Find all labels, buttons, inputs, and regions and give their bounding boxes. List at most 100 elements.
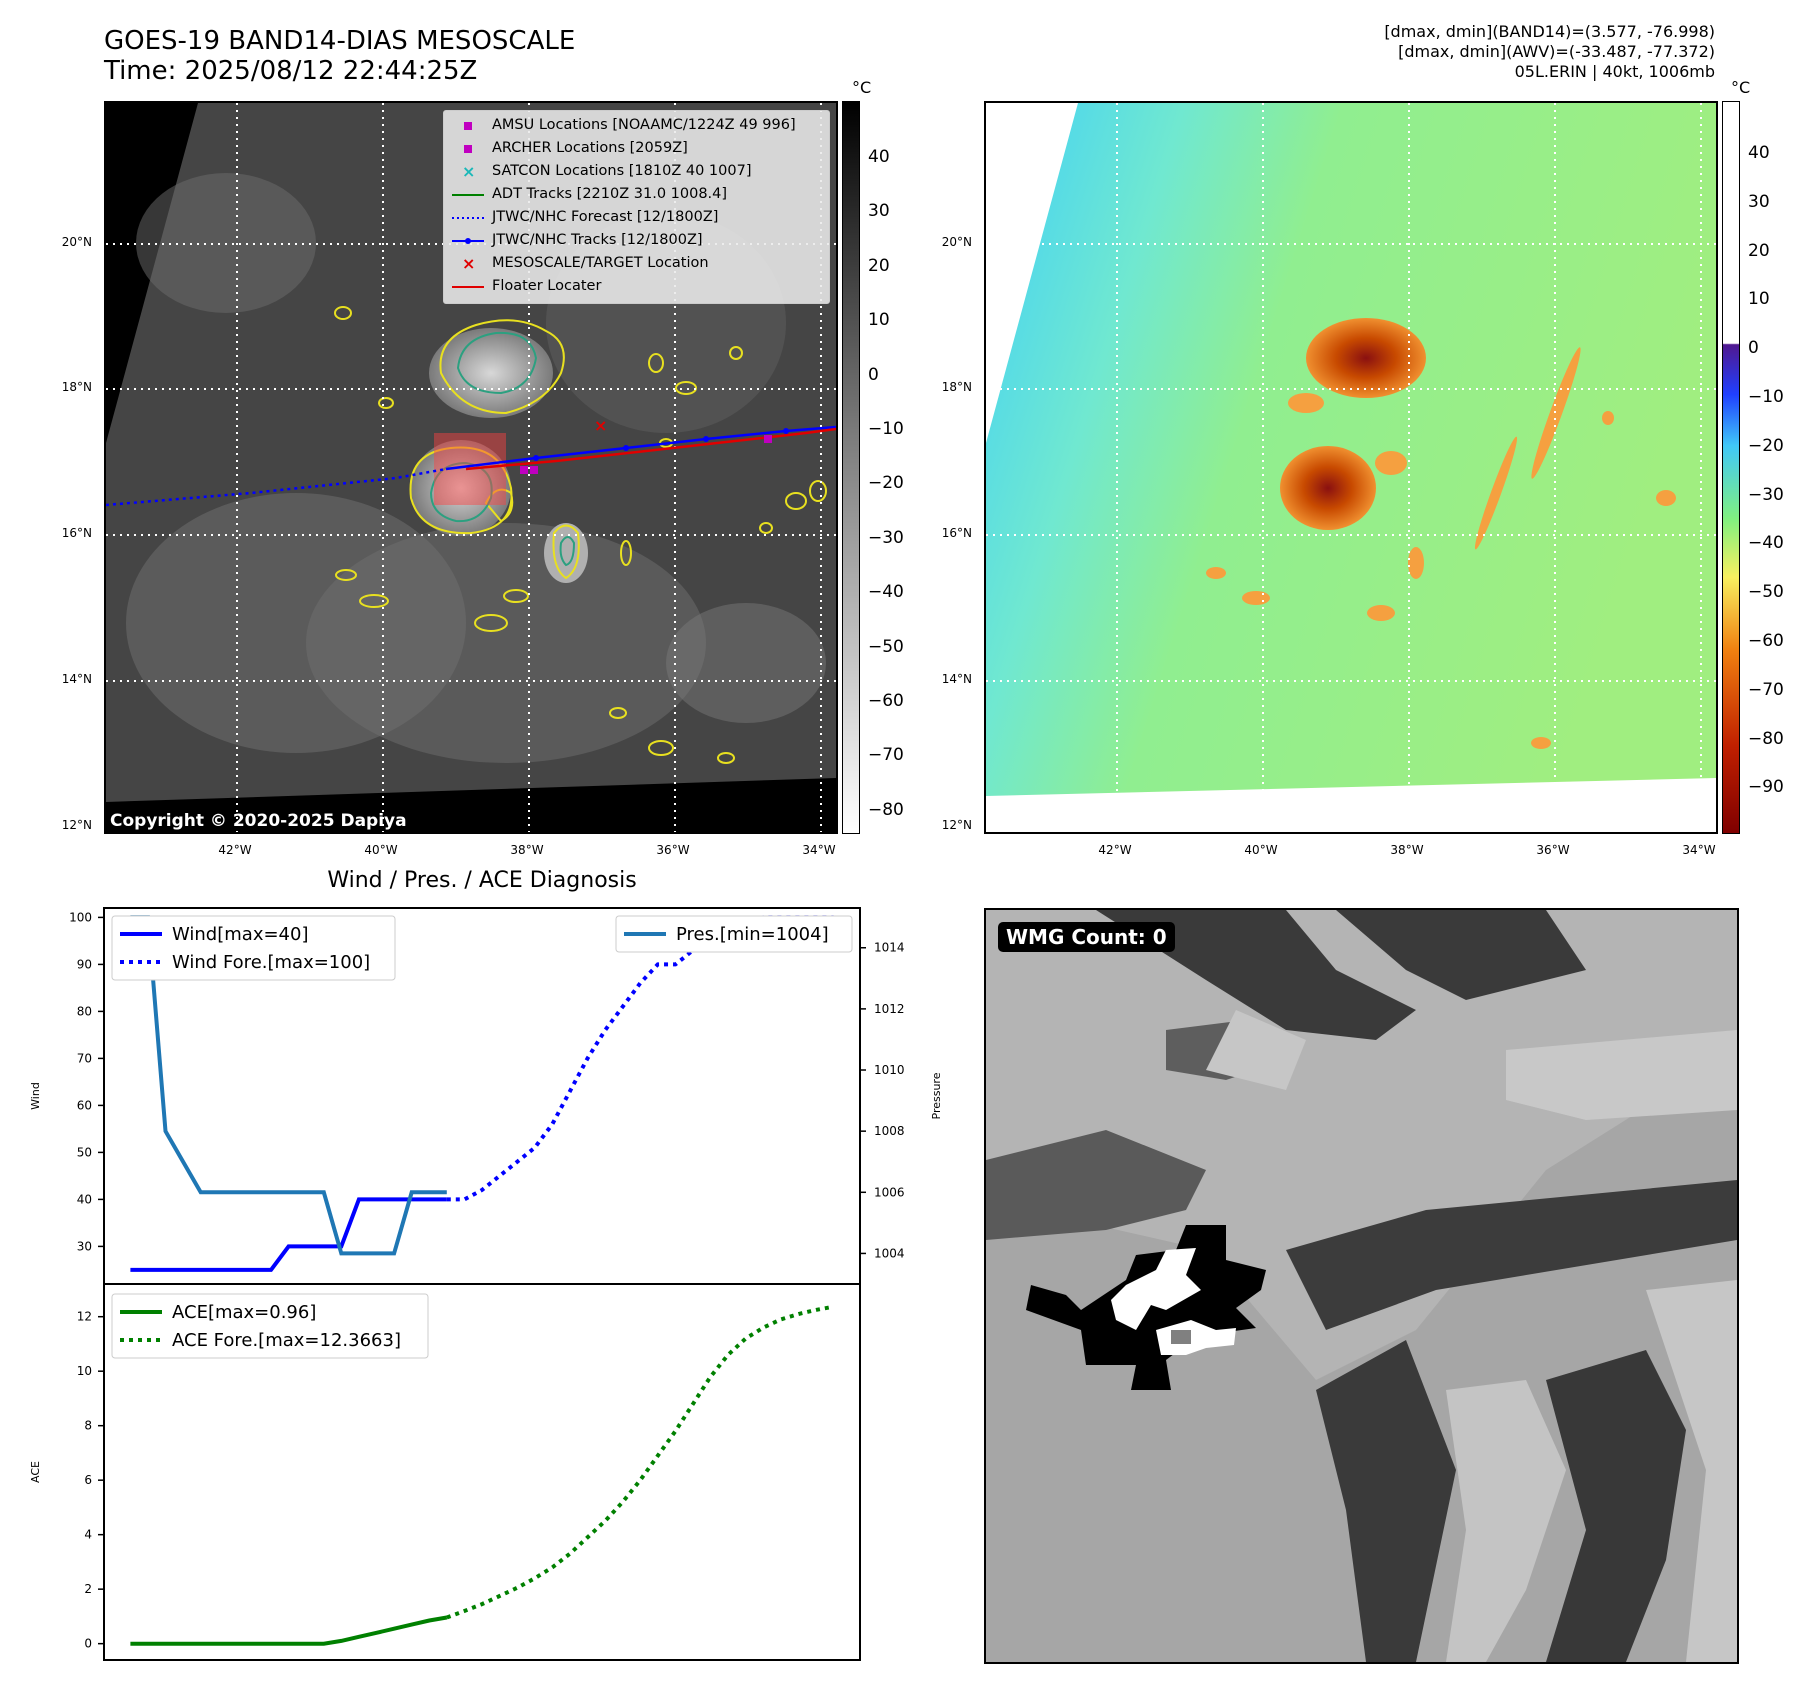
wmg-image (986, 910, 1737, 1662)
series-line (130, 915, 447, 1256)
wind-pressure-plot: 100 90 80 70 60 50 40 30 1014 1012 1010 1008 1006 100… (29, 907, 943, 1285)
chart-title: GOES-19 BAND14-DIAS MESOSCALE (104, 26, 576, 56)
y-tick-label: 40 (77, 1192, 92, 1206)
legend-label: ACE Fore.[max=12.3663] (172, 1330, 401, 1351)
colorbar-left-tick: −40 (868, 582, 904, 603)
legend-item: JTWC/NHC Tracks [12/1800Z] (450, 231, 825, 251)
diagnosis-chart: Wind / Pres. / ACE Diagnosis 10090807060… (29, 868, 943, 1661)
legend-marker (464, 145, 472, 153)
y-tick-label: 90 (77, 957, 92, 971)
legend-marker (452, 238, 484, 244)
lat-label: 20°N (61, 235, 92, 249)
svg-text:×: × (594, 416, 607, 435)
chart-time: Time: 2025/08/12 22:44:25Z (104, 56, 478, 86)
ace-plot: 12 10 8 6 4 2 0 ACE ACE[max=0.96] ACE Fore.[max=1… (29, 1283, 861, 1661)
y-tick-label: 8 (84, 1419, 92, 1433)
y2-tick-label: 1006 (874, 1185, 905, 1199)
lon-label: 34°W (1682, 843, 1716, 857)
awv-map-image (986, 103, 1716, 832)
lon-label: 38°W (510, 843, 544, 857)
lon-label: 42°W (1098, 843, 1132, 857)
lat-label: 14°N (941, 672, 972, 686)
y-tick-label: 100 (69, 910, 92, 924)
legend-label: SATCON Locations [1810Z 40 1007] (492, 163, 752, 179)
y-tick-label: 12 (77, 1310, 92, 1324)
lat-label: 12°N (61, 818, 92, 832)
colorbar-right-tick: −30 (1748, 484, 1784, 505)
legend-item: Floater Locater (450, 277, 825, 297)
colorbar-left-tick: 30 (868, 201, 890, 222)
y-tick-label: 6 (84, 1473, 92, 1487)
y-tick-label: 50 (77, 1145, 92, 1159)
colorbar-left-tick: 40 (868, 147, 890, 167)
colorbar-left (842, 101, 860, 834)
info-storm: 05L.ERIN | 40kt, 1006mb (1514, 62, 1715, 81)
colorbar-right-tick: −70 (1748, 679, 1784, 700)
legend-label: AMSU Locations [NOAAMC/1224Z 49 996] (492, 117, 796, 133)
wmg-panel: WMG Count: 0 (984, 908, 1739, 1664)
y-tick-label: 10 (77, 1364, 92, 1378)
y-tick-label: 60 (77, 1098, 92, 1112)
series-line (130, 1197, 447, 1272)
y-tick-label: 0 (84, 1637, 92, 1651)
colorbar-right-tick: −80 (1748, 728, 1784, 749)
colorbar-right-tick: 20 (1748, 240, 1770, 261)
colorbar-left-tick: 10 (868, 310, 890, 331)
colorbar-right-tick: 40 (1748, 143, 1770, 163)
y2-tick-label: 1014 (874, 941, 905, 955)
colorbar-right-tick: −20 (1748, 435, 1784, 456)
colorbar-right-unit: °C (1731, 78, 1751, 97)
legend-label: ACE[max=0.96] (172, 1302, 316, 1323)
colorbar-left-unit: °C (852, 78, 872, 97)
colorbar-left-tick: −30 (868, 527, 904, 548)
lat-label: 20°N (941, 235, 972, 249)
legend-marker (464, 122, 472, 130)
colorbar-right-tick: −90 (1748, 777, 1784, 798)
svg-text:×: × (462, 254, 475, 273)
lat-label: 14°N (61, 672, 92, 686)
legend-item: JTWC/NHC Forecast [12/1800Z] (450, 208, 825, 228)
lon-label: 42°W (218, 843, 252, 857)
legend-label: JTWC/NHC Tracks [12/1800Z] (492, 232, 703, 248)
lon-label: 34°W (802, 843, 836, 857)
band14-map: × Copyright © 2020-2025 Dapiya AMSU Loca… (104, 101, 838, 834)
y2-axis-label: Pressure (930, 1072, 943, 1119)
legend-item: × MESOSCALE/TARGET Location (450, 254, 825, 274)
legend-label: ADT Tracks [2210Z 31.0 1008.4] (492, 186, 728, 202)
diagnosis-title: Wind / Pres. / ACE Diagnosis (327, 868, 636, 893)
legend-item: ADT Tracks [2210Z 31.0 1008.4] (450, 185, 825, 205)
colorbar-left-tick: −80 (868, 799, 904, 820)
legend-marker (452, 217, 484, 219)
series-line (446, 1304, 834, 1620)
y-tick-label: 70 (77, 1051, 92, 1065)
colorbar-left-tick: −70 (868, 745, 904, 766)
colorbar-right-tick: −10 (1748, 387, 1784, 407)
legend-label: Floater Locater (492, 278, 602, 294)
y2-tick-label: 1010 (874, 1063, 905, 1077)
colorbar-right (1722, 101, 1740, 834)
colorbar-left-tick: −20 (868, 473, 904, 494)
legend-label: ARCHER Locations [2059Z] (492, 140, 688, 156)
y2-tick-label: 1004 (874, 1246, 905, 1260)
y2-tick-label: 1012 (874, 1002, 905, 1016)
colorbar-left-tick: 20 (868, 255, 890, 276)
lon-label: 36°W (656, 843, 690, 857)
legend-label: JTWC/NHC Forecast [12/1800Z] (492, 209, 719, 225)
info-band14: [dmax, dmin](BAND14)=(3.577, -76.998) (1384, 22, 1715, 41)
legend-marker (452, 194, 484, 196)
y-tick-label: 2 (84, 1582, 92, 1596)
series-line (446, 915, 834, 1202)
lat-label: 16°N (61, 526, 92, 540)
awv-map (984, 101, 1718, 834)
info-awv: [dmax, dmin](AWV)=(-33.487, -77.372) (1398, 42, 1715, 61)
colorbar-right-tick: 30 (1748, 191, 1770, 212)
legend-item: × SATCON Locations [1810Z 40 1007] (450, 162, 825, 182)
y-axis-label: ACE (29, 1461, 42, 1483)
legend-label: Pres.[min=1004] (676, 924, 829, 945)
lon-label: 40°W (364, 843, 398, 857)
legend-marker: × (462, 162, 475, 181)
legend-marker (452, 286, 484, 288)
legend-label: Wind[max=40] (172, 924, 309, 945)
series-line (130, 1615, 448, 1646)
legend-item: AMSU Locations [NOAAMC/1224Z 49 996] (450, 116, 825, 136)
